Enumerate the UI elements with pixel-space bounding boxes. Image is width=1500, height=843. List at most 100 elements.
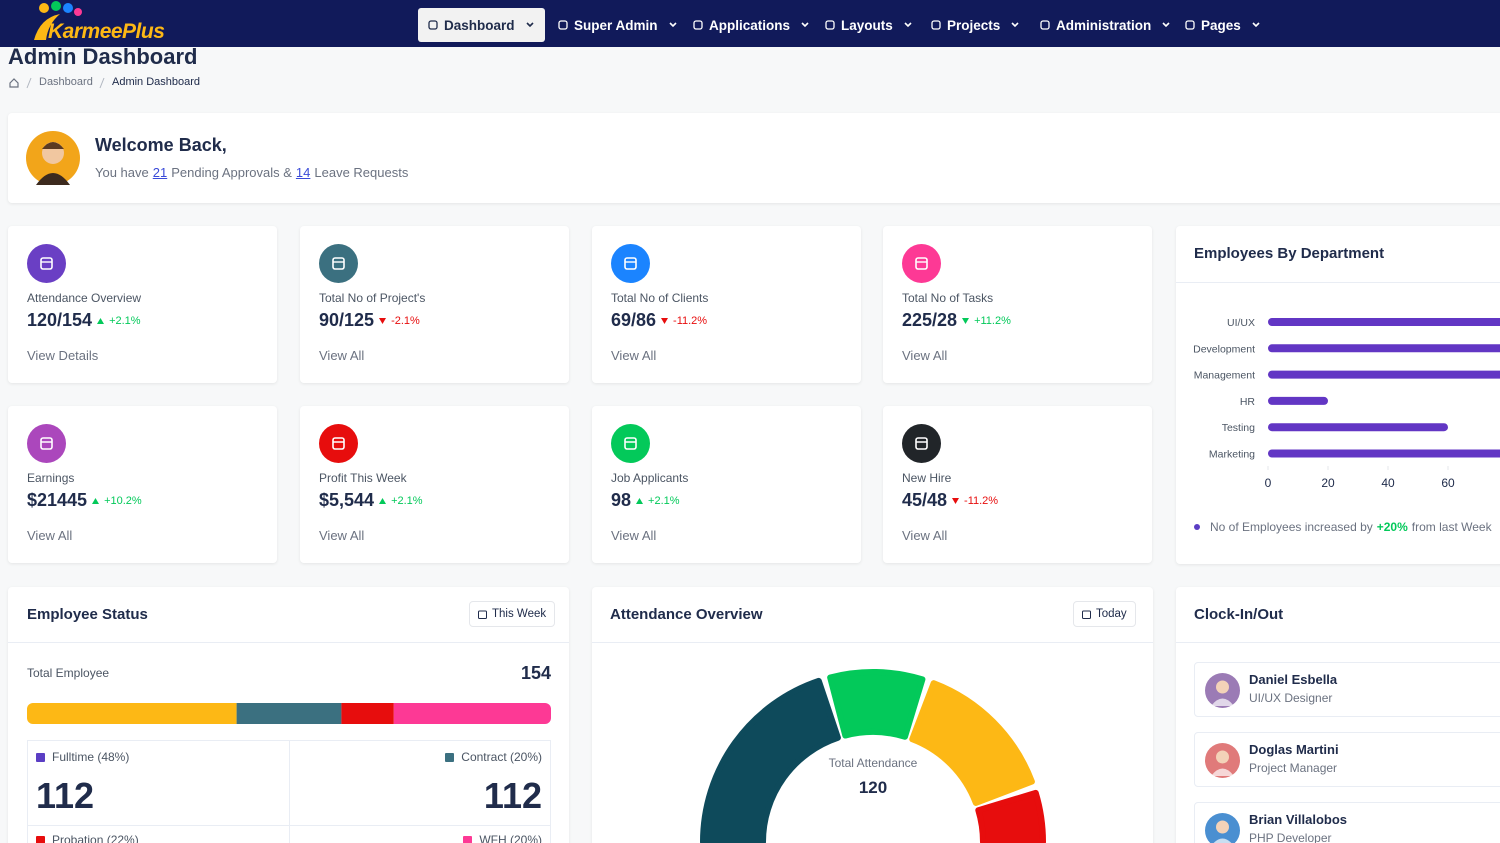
- nav-item[interactable]: Layouts: [815, 8, 923, 42]
- clock-item[interactable]: Daniel Esbella UI/UX Designer: [1194, 662, 1500, 717]
- stat-icon: [319, 424, 358, 463]
- calendar-icon: [478, 610, 487, 619]
- welcome-link[interactable]: 14: [295, 165, 311, 180]
- stat-link[interactable]: View All: [319, 528, 365, 543]
- legend-swatch: [36, 752, 45, 762]
- status-count: 112: [36, 775, 95, 816]
- stat-label: Total No of Project's: [319, 291, 426, 305]
- stat-icon: [902, 244, 941, 283]
- nav-icon: [931, 20, 941, 30]
- stat-link[interactable]: View All: [611, 528, 657, 543]
- avatar: [1205, 673, 1240, 708]
- breadcrumb-item[interactable]: Dashboard: [39, 76, 93, 88]
- stat-card: Earnings $21445 +10.2% View All: [8, 406, 277, 563]
- welcome-link[interactable]: 21: [152, 165, 168, 180]
- status-legend: Probation (22%): [36, 833, 139, 843]
- stat-change: -11.2%: [964, 494, 999, 507]
- attendance-card: Attendance Overview Today: [592, 587, 1153, 843]
- nav-item[interactable]: Projects: [921, 8, 1030, 42]
- stat-change: +2.1%: [391, 494, 423, 507]
- home-icon: [9, 78, 19, 88]
- stat-value-row: $21445 +10.2%: [27, 490, 142, 511]
- nav-item[interactable]: Super Admin: [548, 8, 688, 42]
- avatar: [26, 131, 80, 185]
- nav-item[interactable]: Pages: [1175, 8, 1271, 42]
- department-note: No of Employees increased by +20% from las…: [1194, 520, 1492, 534]
- stat-link[interactable]: View All: [902, 348, 948, 363]
- stat-value-row: 45/48 -11.2%: [902, 490, 998, 511]
- avatar: [1205, 813, 1240, 843]
- stat-value-row: 120/154 +2.1%: [27, 310, 141, 331]
- nav-item[interactable]: Dashboard: [418, 8, 545, 42]
- nav-label: Super Admin: [574, 17, 658, 33]
- nav-item[interactable]: Administration: [1030, 8, 1181, 42]
- chevron: [904, 22, 912, 28]
- chevron: [1162, 22, 1170, 28]
- trend-arrow: [379, 497, 387, 504]
- chevron: [1252, 22, 1260, 28]
- clock-card: Clock-In/Out Daniel Esbella UI/UX Designer…: [1176, 587, 1500, 843]
- stat-card: Profit This Week $5,544 +2.1% View All: [300, 406, 569, 563]
- stat-link[interactable]: View All: [27, 528, 73, 543]
- chevron: [801, 22, 809, 28]
- person-name: Brian Villalobos: [1249, 812, 1348, 827]
- status-legend: Fulltime (48%): [36, 750, 129, 764]
- stat-value: 120/154: [27, 310, 93, 330]
- stat-link[interactable]: View All: [611, 348, 657, 363]
- note-highlight: +20%: [1376, 520, 1408, 534]
- clock-item[interactable]: Doglas Martini Project Manager: [1194, 732, 1500, 787]
- trend-arrow: [379, 317, 387, 324]
- stat-icon: [902, 424, 941, 463]
- stat-value-row: 90/125 -2.1%: [319, 310, 420, 331]
- nav-label: Administration: [1056, 17, 1152, 33]
- stat-icon: [27, 244, 66, 283]
- clock-item[interactable]: Brian Villalobos PHP Developer: [1194, 802, 1500, 843]
- card-title: Employee Status: [27, 606, 148, 623]
- employee-status-card: Employee Status This Week Total Employee 15…: [8, 587, 569, 843]
- stat-label: New Hire: [902, 471, 952, 485]
- stat-value-row: 69/86 -11.2%: [611, 310, 707, 331]
- person-name: Daniel Esbella: [1249, 672, 1338, 687]
- logo-text: KarmeePlus: [48, 20, 165, 43]
- stat-label: Attendance Overview: [27, 291, 142, 305]
- stat-link[interactable]: View All: [902, 528, 948, 543]
- nav-icon: [693, 20, 703, 30]
- stat-change: +2.1%: [648, 494, 680, 507]
- stat-label: Total No of Clients: [611, 291, 709, 305]
- stat-card: Job Applicants 98 +2.1% View All: [592, 406, 861, 563]
- separator: [8, 642, 569, 643]
- status-count: 112: [483, 775, 542, 816]
- welcome-text: You have 21 Pending Approvals & 14 Leave Req…: [95, 165, 408, 180]
- trend-arrow: [92, 497, 100, 504]
- stat-change: -2.1%: [391, 314, 420, 327]
- department-card: Employees By Department No of Employees i…: [1176, 226, 1500, 564]
- chevron: [525, 22, 534, 28]
- nav-item[interactable]: Applications: [683, 8, 820, 42]
- page-title: Admin Dashboard: [8, 44, 198, 69]
- stat-icon: [27, 424, 66, 463]
- stat-value-row: 98 +2.1%: [611, 490, 680, 511]
- nav-label: Dashboard: [444, 17, 515, 33]
- filter-button[interactable]: Today: [1073, 601, 1136, 627]
- stat-icon: [611, 244, 650, 283]
- avatar: [1205, 743, 1240, 778]
- stat-card: Total No of Clients 69/86 -11.2% View All: [592, 226, 861, 383]
- breadcrumb-item: Admin Dashboard: [112, 76, 201, 88]
- trend-arrow: [962, 317, 970, 324]
- stat-link[interactable]: View Details: [27, 348, 99, 363]
- stat-link[interactable]: View All: [319, 348, 365, 363]
- separator: [1176, 642, 1500, 643]
- stat-label: Profit This Week: [319, 471, 407, 485]
- nav-icon: [825, 20, 835, 30]
- welcome-text-part: You have: [95, 165, 149, 180]
- total-label: Total Employee: [27, 666, 110, 680]
- nav-icon: [428, 20, 438, 30]
- filter-button[interactable]: This Week: [469, 601, 556, 627]
- trend-arrow: [661, 317, 669, 324]
- chevron: [1011, 22, 1019, 28]
- status-grid: Fulltime (48%) 112 Contract (20%) 112 Probat…: [27, 740, 551, 843]
- stat-label: Earnings: [27, 471, 75, 485]
- card-title: Attendance Overview: [610, 606, 763, 623]
- stat-icon: [319, 244, 358, 283]
- person-role: UI/UX Designer: [1249, 691, 1333, 705]
